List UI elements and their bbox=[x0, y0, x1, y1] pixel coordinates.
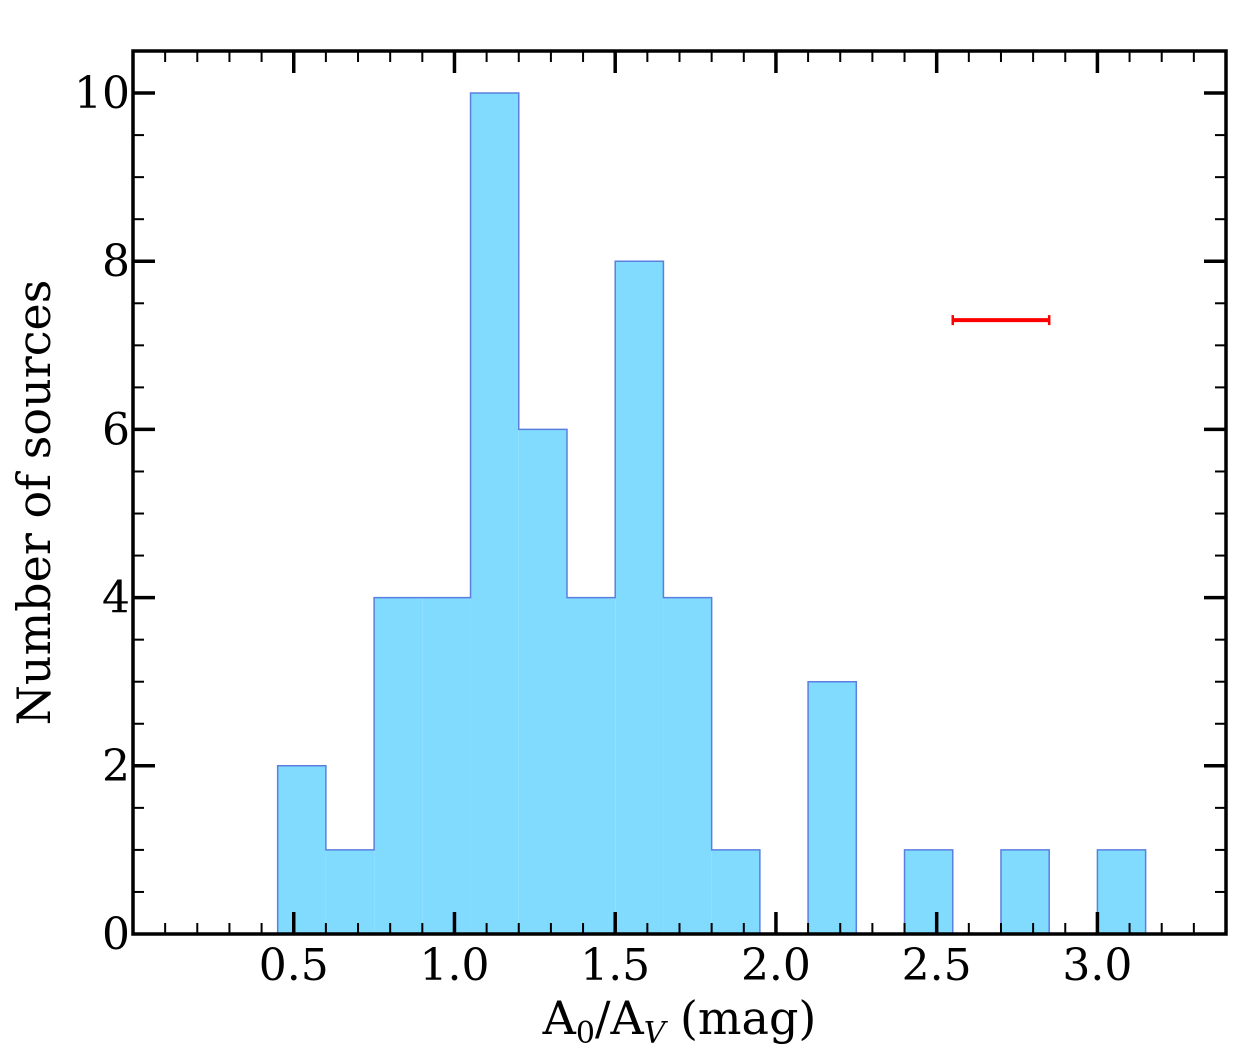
y-tick-label: 8 bbox=[102, 236, 130, 287]
y-tick-label: 0 bbox=[102, 909, 130, 960]
histogram-bar bbox=[470, 93, 519, 935]
x-tick-label: 0.5 bbox=[259, 940, 329, 991]
histogram-bar bbox=[325, 849, 375, 934]
histogram-bar bbox=[904, 849, 953, 934]
error-bar-layer bbox=[951, 315, 1051, 326]
x-axis-label: A0/AV (mag) bbox=[542, 991, 817, 1051]
histogram-bar bbox=[374, 597, 423, 934]
y-tick-label: 10 bbox=[74, 68, 130, 119]
x-tick-label: 2.5 bbox=[902, 940, 972, 991]
y-tick-label: 2 bbox=[102, 741, 130, 792]
x-label-base1: A bbox=[542, 991, 577, 1045]
x-tick-label: 3.0 bbox=[1062, 940, 1132, 991]
x-tick-label: 2.0 bbox=[741, 940, 811, 991]
histogram-bar bbox=[518, 429, 567, 934]
histogram-bar bbox=[808, 681, 857, 934]
y-tick-label: 6 bbox=[102, 404, 130, 455]
x-label-base2: A bbox=[609, 991, 644, 1045]
histogram-bar bbox=[566, 597, 616, 934]
x-label-sub1: 0 bbox=[576, 1016, 595, 1051]
histogram-outline bbox=[276, 92, 1147, 934]
histogram-bar bbox=[1097, 849, 1146, 934]
histogram-bar bbox=[663, 597, 712, 934]
y-tick-labels: 0 2 4 6 8 10 bbox=[74, 68, 130, 960]
x-tick-label: 1.0 bbox=[419, 940, 489, 991]
x-label-slash: / bbox=[595, 991, 611, 1045]
ticks-layer bbox=[133, 51, 1226, 934]
x-tick-label: 1.5 bbox=[580, 940, 650, 991]
histogram-bar bbox=[277, 765, 326, 934]
y-axis-label: Number of sources bbox=[7, 280, 61, 726]
x-tick-labels: 0.5 1.0 1.5 2.0 2.5 3.0 bbox=[259, 940, 1133, 991]
histogram-bar bbox=[615, 261, 664, 934]
x-label-sub2: V bbox=[644, 1016, 669, 1051]
y-tick-label: 4 bbox=[102, 573, 130, 624]
x-label-unit: (mag) bbox=[665, 991, 816, 1045]
histogram-bar bbox=[711, 849, 760, 934]
bars-layer bbox=[276, 92, 1147, 935]
histogram-bar bbox=[1000, 849, 1050, 934]
histogram-bar bbox=[422, 597, 471, 934]
